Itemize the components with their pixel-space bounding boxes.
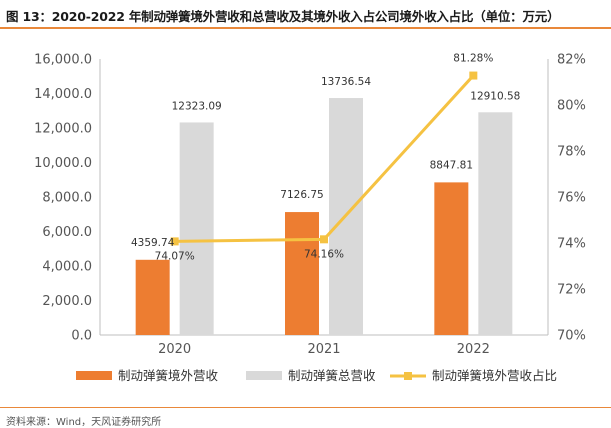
- footer-rule: [0, 407, 611, 408]
- data-label-total: 12910.58: [470, 90, 520, 102]
- line-point-overseas-ratio: [170, 237, 179, 246]
- y-left-tick-label: 14,000.0: [34, 87, 92, 102]
- chart-bars: [135, 98, 513, 336]
- source-note: 资料来源：Wind，天风证券研究所: [6, 417, 162, 428]
- y-left-tick-label: 10,000.0: [34, 156, 92, 171]
- bar-total-revenue: [179, 122, 214, 335]
- legend-label-overseas: 制动弹簧境外营收: [118, 368, 219, 383]
- x-tick-label: 2021: [307, 342, 340, 357]
- data-label-ratio: 81.28%: [453, 53, 493, 65]
- y-left-tick-label: 6,000.0: [42, 225, 92, 240]
- combo-chart: 0.0 2,000.0 4,000.0 6,000.0 8,000.0 10,000.0 1…: [34, 53, 586, 384]
- legend-label-total: 制动弹簧总营收: [288, 368, 376, 383]
- line-point-overseas-ratio: [320, 235, 328, 244]
- y-left-tick-label: 8,000.0: [42, 191, 92, 206]
- x-tick-label: 2022: [457, 342, 490, 357]
- y-right-tick-label: 72%: [557, 283, 586, 298]
- title-rule: [0, 27, 611, 29]
- data-label-overseas: 7126.75: [280, 189, 323, 201]
- legend-swatch-overseas: [76, 371, 112, 380]
- data-label-overseas: 8847.81: [430, 159, 473, 171]
- y-right-tick-label: 82%: [557, 53, 586, 68]
- y-left-tick-label: 4,000.0: [42, 260, 92, 275]
- legend-marker-ratio: [404, 372, 412, 380]
- y-right-tick-label: 78%: [557, 145, 586, 160]
- y-left-tick-label: 12,000.0: [34, 122, 92, 137]
- y-left-tick-label: 16,000.0: [34, 53, 92, 68]
- data-label-ratio: 74.07%: [155, 250, 195, 262]
- y-right-tick-label: 76%: [557, 191, 586, 206]
- chart-data-labels: 4359.74 12323.09 7126.75 13736.54 8847.81 129…: [131, 53, 520, 263]
- y-right-tick-label: 80%: [557, 99, 586, 114]
- y-right-tick-label: 70%: [557, 329, 586, 344]
- legend-label-ratio: 制动弹簧境外营收占比: [432, 368, 557, 383]
- bar-overseas-revenue: [434, 182, 469, 335]
- y-right-tick-label: 74%: [557, 237, 586, 252]
- legend-swatch-total: [246, 371, 282, 380]
- data-label-overseas: 4359.74: [131, 237, 175, 249]
- chart-axes: 0.0 2,000.0 4,000.0 6,000.0 8,000.0 10,000.0 1…: [34, 53, 586, 358]
- bar-overseas-revenue: [135, 259, 170, 335]
- figure-title: 图 13：2020-2022 年制动弹簧境外营收和总营收及其境外收入占公司境外收…: [6, 9, 560, 24]
- y-left-tick-label: 0.0: [71, 329, 92, 344]
- data-label-ratio: 74.16%: [304, 248, 344, 260]
- chart-line: [170, 71, 478, 246]
- line-point-overseas-ratio: [469, 71, 478, 80]
- data-label-total: 13736.54: [321, 76, 371, 88]
- x-tick-label: 2020: [158, 342, 191, 357]
- chart-legend: 制动弹簧境外营收 制动弹簧总营收 制动弹簧境外营收占比: [76, 368, 557, 383]
- bar-overseas-revenue: [285, 212, 319, 335]
- y-left-tick-label: 2,000.0: [42, 294, 92, 309]
- bar-total-revenue: [478, 112, 513, 335]
- data-label-total: 12323.09: [172, 100, 222, 112]
